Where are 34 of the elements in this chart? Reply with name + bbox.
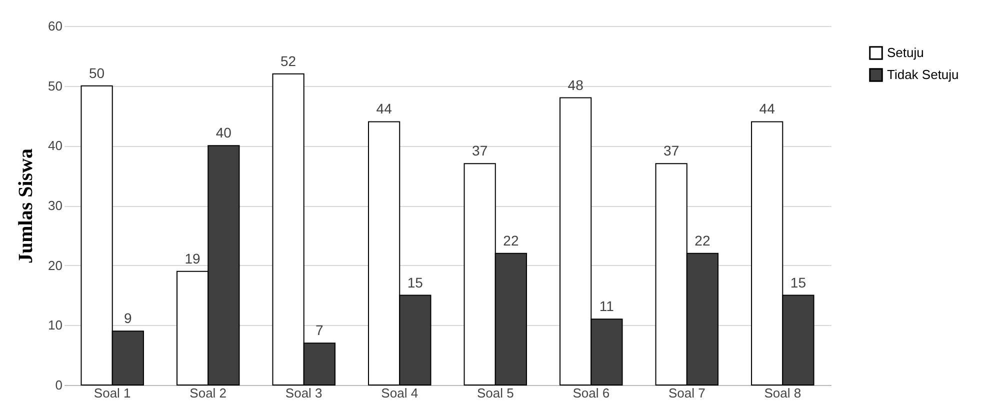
data-label: 11 bbox=[599, 298, 614, 314]
x-tick-label: Soal 5 bbox=[476, 386, 514, 400]
data-label: 40 bbox=[216, 124, 232, 141]
y-axis-title: Jumlas Siswa bbox=[15, 148, 38, 264]
data-label: 22 bbox=[694, 232, 710, 248]
data-label: 7 bbox=[316, 322, 324, 338]
y-tick-label: 60 bbox=[48, 18, 62, 34]
data-label: 48 bbox=[568, 76, 584, 93]
legend-label: Tidak Setuju bbox=[887, 67, 959, 82]
y-tick-label: 30 bbox=[48, 198, 62, 213]
data-label: 37 bbox=[472, 142, 488, 159]
x-tick-label: Soal 2 bbox=[190, 386, 227, 400]
x-tick-label: Soal 7 bbox=[668, 386, 706, 400]
data-label: 9 bbox=[124, 310, 132, 326]
legend-label: Setuju bbox=[887, 45, 924, 60]
x-tick-label: Soal 6 bbox=[572, 386, 610, 400]
data-label: 37 bbox=[664, 142, 680, 159]
y-tick-label: 20 bbox=[48, 258, 62, 273]
y-tick-label: 40 bbox=[48, 138, 62, 154]
y-tick-label: 0 bbox=[55, 378, 62, 392]
data-label: 15 bbox=[407, 274, 424, 290]
data-label: 44 bbox=[759, 100, 776, 117]
data-label: 50 bbox=[89, 64, 105, 81]
data-label: 52 bbox=[280, 52, 296, 69]
x-tick-label: Soal 8 bbox=[764, 386, 802, 400]
data-label: 44 bbox=[376, 100, 392, 117]
x-tick-label: Soal 1 bbox=[94, 386, 131, 400]
data-label: 15 bbox=[790, 274, 806, 290]
y-tick-label: 50 bbox=[48, 78, 62, 94]
x-tick-label: Soal 3 bbox=[285, 386, 322, 400]
y-tick-label: 10 bbox=[48, 318, 62, 333]
x-tick-label: Soal 4 bbox=[381, 386, 418, 400]
data-label: 19 bbox=[184, 250, 201, 266]
data-label: 22 bbox=[503, 232, 519, 248]
